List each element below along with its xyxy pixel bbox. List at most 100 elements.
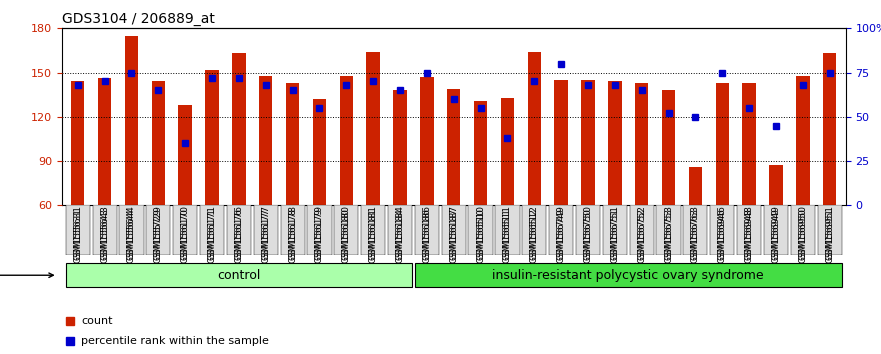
Bar [366,52,380,205]
Text: GSM156181: GSM156181 [368,208,378,263]
Text: GSM156510: GSM156510 [476,205,485,260]
Text: GSM156512: GSM156512 [529,205,539,260]
Bar [233,53,246,205]
Text: GSM156946: GSM156946 [718,205,727,260]
Bar [420,77,433,205]
Text: GSM156949: GSM156949 [772,205,781,260]
FancyBboxPatch shape [120,205,144,255]
Bar [259,75,272,205]
Text: GSM155644: GSM155644 [127,208,136,263]
Bar [500,98,515,205]
Text: GSM156749: GSM156749 [557,205,566,260]
Text: GSM156186: GSM156186 [422,208,432,263]
Text: GSM155643: GSM155643 [100,205,109,260]
Bar [313,99,326,205]
FancyBboxPatch shape [334,205,359,255]
FancyBboxPatch shape [415,205,439,255]
Bar [447,89,461,205]
FancyBboxPatch shape [146,205,170,255]
Text: GSM156187: GSM156187 [449,208,458,263]
Text: GSM156510: GSM156510 [476,208,485,263]
Text: GSM156170: GSM156170 [181,208,189,263]
Bar [286,83,300,205]
FancyBboxPatch shape [469,205,492,255]
Text: GSM156176: GSM156176 [234,205,243,260]
Text: GSM155729: GSM155729 [154,205,163,260]
Text: GSM156946: GSM156946 [718,208,727,263]
FancyBboxPatch shape [764,205,788,255]
FancyBboxPatch shape [415,263,841,287]
Bar [769,166,782,205]
Text: GSM156184: GSM156184 [396,205,404,260]
Bar [689,167,702,205]
FancyBboxPatch shape [254,205,278,255]
FancyBboxPatch shape [656,205,681,255]
Text: GSM156178: GSM156178 [288,208,297,263]
Bar [339,75,353,205]
Text: GSM156751: GSM156751 [611,208,619,263]
Text: GSM156949: GSM156949 [772,208,781,263]
FancyBboxPatch shape [684,205,707,255]
Text: GSM156511: GSM156511 [503,205,512,260]
Text: GSM156763: GSM156763 [691,208,700,263]
FancyBboxPatch shape [361,205,385,255]
Bar [98,79,111,205]
FancyBboxPatch shape [737,205,761,255]
FancyBboxPatch shape [710,205,735,255]
FancyBboxPatch shape [791,205,815,255]
Text: GSM156177: GSM156177 [262,208,270,263]
Text: GSM156951: GSM156951 [825,205,834,260]
Bar [554,80,568,205]
FancyBboxPatch shape [307,205,331,255]
Text: GSM156948: GSM156948 [744,208,753,263]
Text: GDS3104 / 206889_at: GDS3104 / 206889_at [62,12,215,26]
Text: GSM156184: GSM156184 [396,208,404,263]
Text: GSM156948: GSM156948 [744,205,753,260]
Text: GSM156751: GSM156751 [611,205,619,260]
Text: GSM156950: GSM156950 [798,208,807,263]
Bar [474,101,487,205]
Text: insulin-resistant polycystic ovary syndrome: insulin-resistant polycystic ovary syndr… [492,269,764,282]
Bar [71,81,85,205]
Bar [743,83,756,205]
Text: GSM156179: GSM156179 [315,205,324,260]
Bar [796,75,810,205]
Bar [205,70,218,205]
Text: GSM156753: GSM156753 [664,205,673,260]
Bar [662,90,675,205]
FancyBboxPatch shape [603,205,627,255]
FancyBboxPatch shape [388,205,412,255]
Text: GSM156180: GSM156180 [342,205,351,260]
Text: GSM155631: GSM155631 [73,208,82,263]
Bar [635,83,648,205]
FancyBboxPatch shape [280,205,305,255]
FancyBboxPatch shape [226,205,251,255]
Text: GSM156511: GSM156511 [503,208,512,263]
FancyBboxPatch shape [200,205,224,255]
Text: control: control [218,269,261,282]
Bar [581,80,595,205]
Text: GSM155643: GSM155643 [100,208,109,263]
FancyBboxPatch shape [495,205,520,255]
Text: GSM156512: GSM156512 [529,208,539,263]
Text: GSM156753: GSM156753 [664,208,673,263]
FancyBboxPatch shape [630,205,654,255]
FancyBboxPatch shape [66,205,90,255]
Text: count: count [81,316,113,326]
FancyBboxPatch shape [441,205,466,255]
Text: GSM156178: GSM156178 [288,205,297,260]
Text: GSM156171: GSM156171 [208,205,217,260]
Text: GSM156763: GSM156763 [691,205,700,260]
Text: GSM156180: GSM156180 [342,208,351,263]
Text: GSM155644: GSM155644 [127,205,136,260]
Text: GSM156750: GSM156750 [583,208,593,263]
FancyBboxPatch shape [66,263,412,287]
Bar [528,52,541,205]
Text: GSM155729: GSM155729 [154,208,163,263]
Text: GSM155631: GSM155631 [73,205,82,260]
Text: GSM156171: GSM156171 [208,208,217,263]
Bar [823,53,836,205]
Bar [715,83,729,205]
Bar [608,81,621,205]
Text: GSM156951: GSM156951 [825,208,834,263]
